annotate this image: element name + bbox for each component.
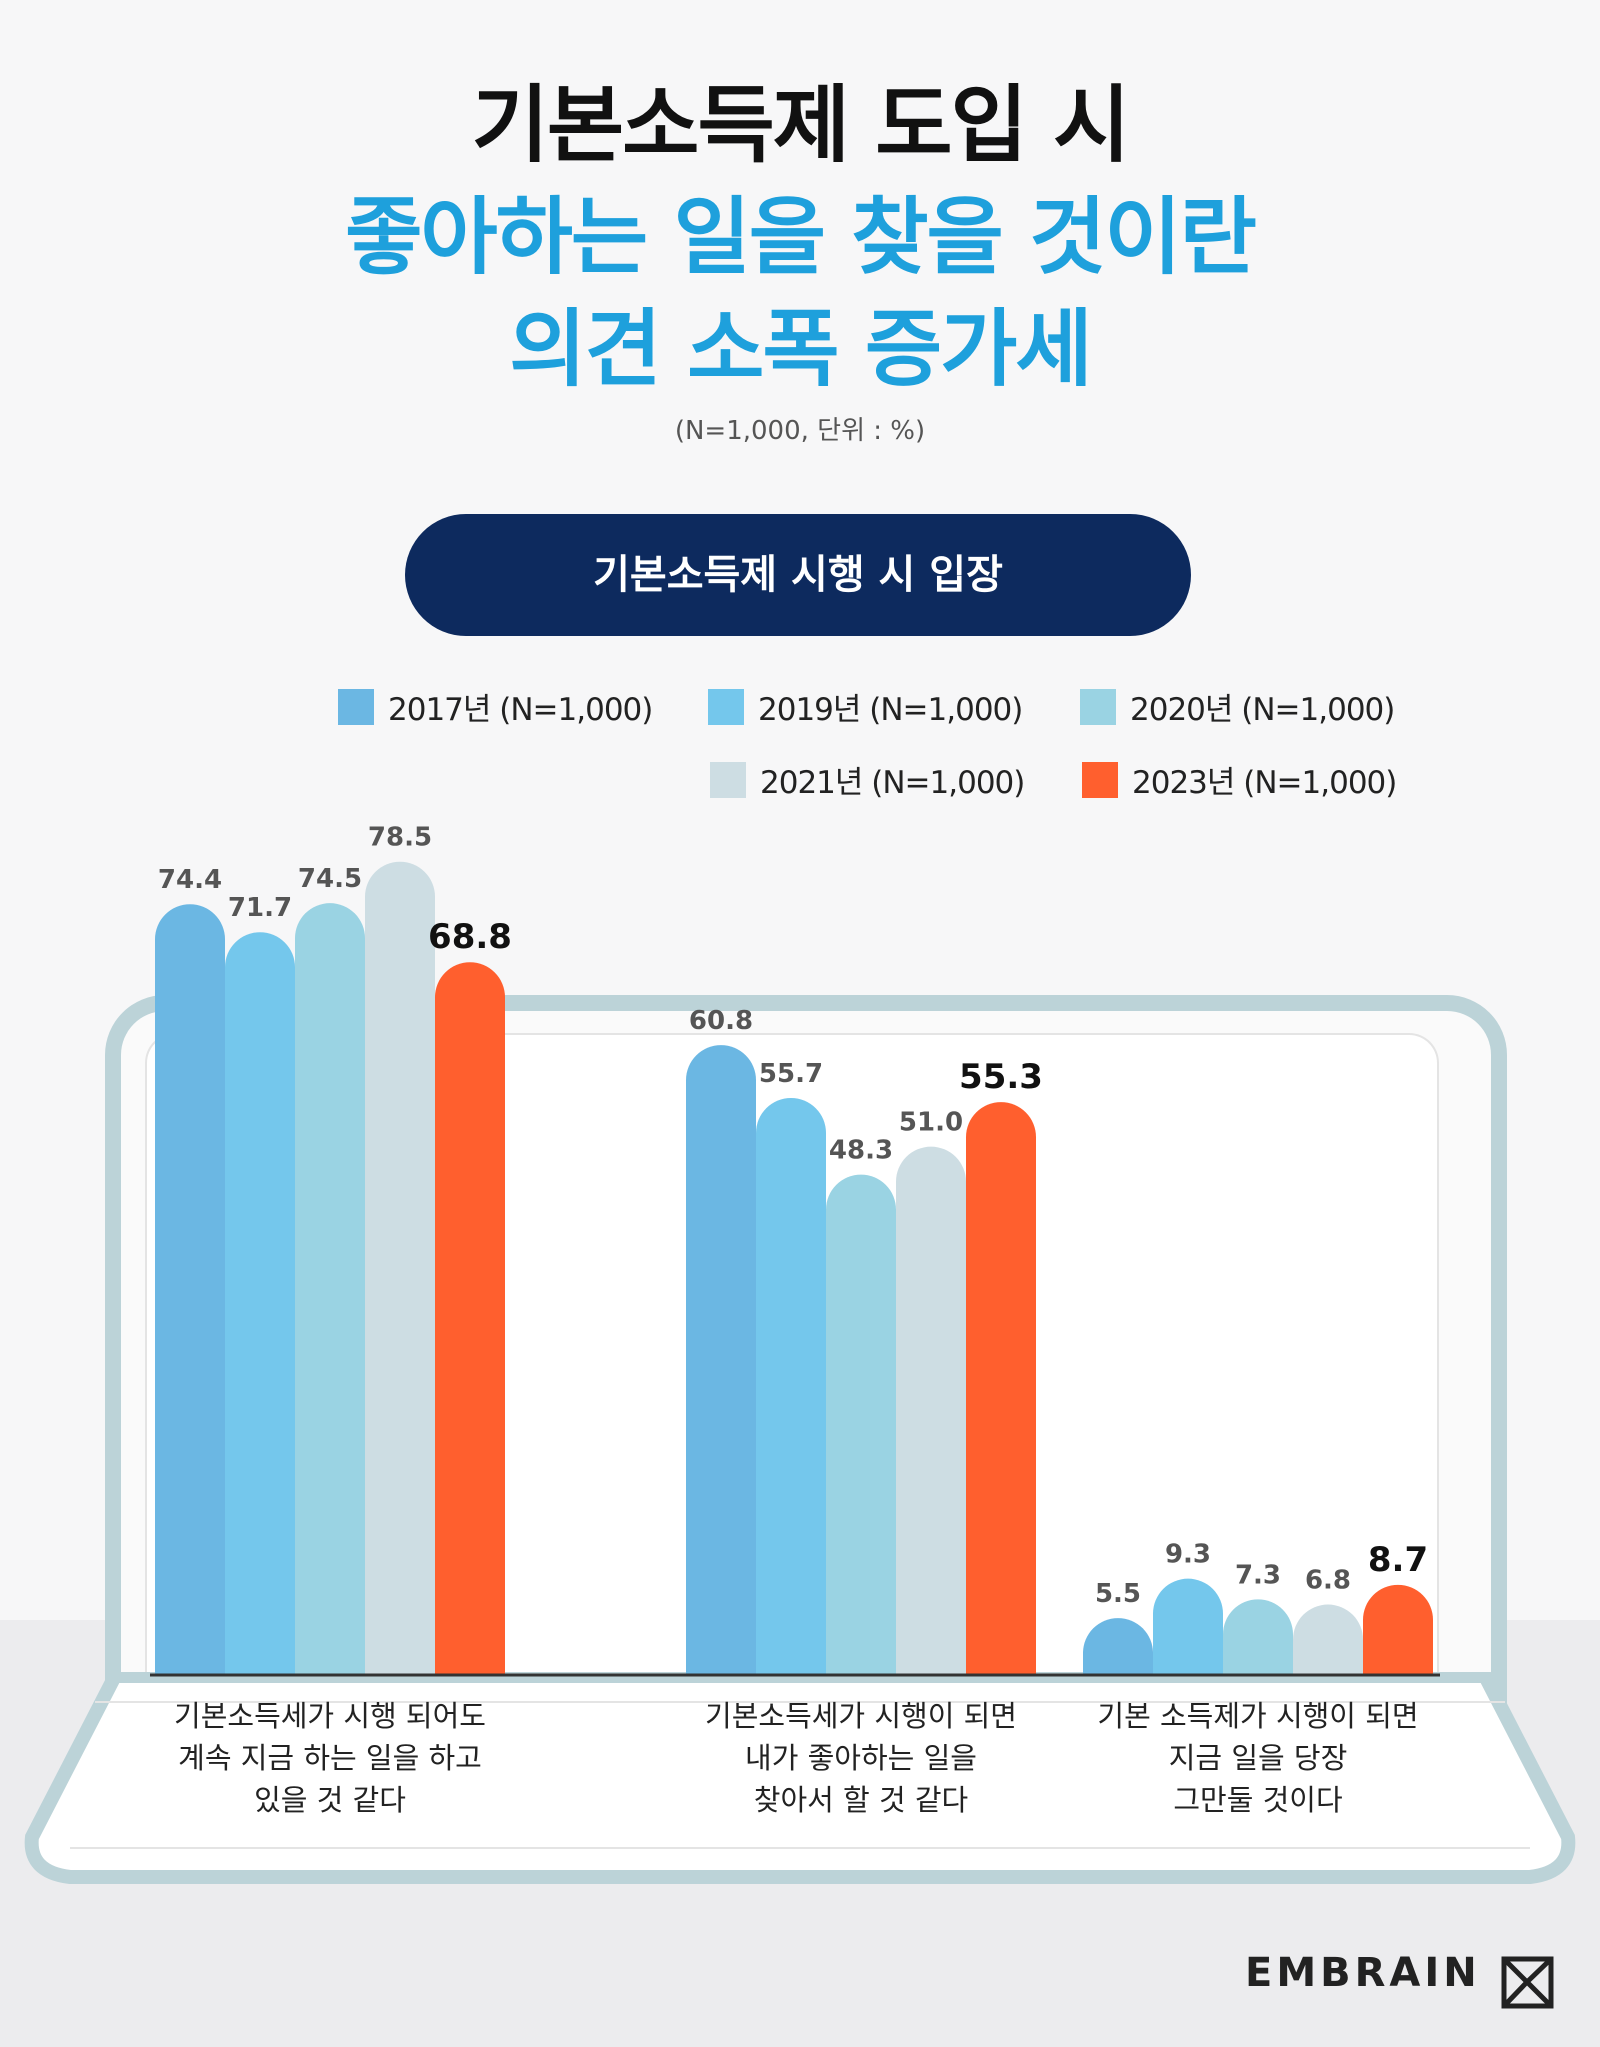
bar-2-2 (1223, 1599, 1293, 1675)
legend-swatch-2017 (338, 688, 374, 725)
unit-note: (N=1,000, 단위 : %) (674, 416, 926, 446)
bar-2-1 (1153, 1578, 1223, 1675)
legend-item-2023: 2023년 (N=1,000) (1082, 757, 1397, 802)
bar-2-4 (1363, 1584, 1433, 1675)
value-label-2-4: 8.7 (1368, 1540, 1428, 1580)
legend-item-2019: 2019년 (N=1,000) (708, 684, 1023, 729)
category-label-2-line-0: 기본 소득제가 시행이 되면 (1097, 1699, 1418, 1733)
value-label-1-1: 55.7 (759, 1059, 823, 1089)
value-label-0-3: 78.5 (368, 823, 432, 853)
value-label-1-0: 60.8 (689, 1006, 753, 1036)
bar-0-4 (435, 962, 505, 1675)
bar-0-2 (295, 903, 365, 1675)
legend-swatch-2019 (708, 688, 744, 725)
brand-logo-icon (1501, 1956, 1554, 2009)
category-label-2-line-1: 지금 일을 당장 (1169, 1741, 1348, 1775)
value-label-2-3: 6.8 (1305, 1566, 1351, 1596)
value-label-2-1: 9.3 (1165, 1540, 1211, 1570)
legend-swatch-2020 (1080, 688, 1116, 725)
legend-swatch-2021 (710, 761, 746, 798)
category-label-1-line-2: 찾아서 할 것 같다 (754, 1783, 968, 1817)
legend-label-2020: 2020년 (N=1,000) (1130, 692, 1395, 728)
bar-2-0 (1083, 1618, 1153, 1675)
category-label-1-line-0: 기본소득세가 시행이 되면 (705, 1699, 1017, 1733)
bar-0-0 (155, 904, 225, 1675)
category-label-2-line-2: 그만둘 것이다 (1173, 1783, 1342, 1817)
category-label-0-line-1: 계속 지금 하는 일을 하고 (178, 1741, 482, 1775)
bar-1-3 (896, 1146, 966, 1675)
legend-label-2021: 2021년 (N=1,000) (760, 765, 1025, 801)
value-label-0-4: 68.8 (428, 917, 512, 957)
title-line-2: 좋아하는 일을 찾을 것이란 (345, 188, 1257, 286)
value-label-1-4: 55.3 (959, 1057, 1043, 1097)
legend-label-2019: 2019년 (N=1,000) (758, 692, 1023, 728)
bar-1-0 (686, 1045, 756, 1675)
legend-item-2017: 2017년 (N=1,000) (338, 684, 653, 729)
value-label-0-2: 74.5 (298, 864, 362, 894)
legend-label-2017: 2017년 (N=1,000) (388, 692, 653, 728)
value-label-0-0: 74.4 (158, 865, 222, 895)
category-label-0-line-0: 기본소득세가 시행 되어도 (174, 1699, 486, 1733)
title-line-3: 의견 소폭 증가세 (509, 300, 1092, 398)
legend-label-2023: 2023년 (N=1,000) (1132, 765, 1397, 801)
category-label-0-line-2: 있을 것 같다 (254, 1783, 406, 1817)
value-label-2-2: 7.3 (1235, 1560, 1281, 1590)
chart-title-pill: 기본소득제 시행 시 입장 (405, 514, 1191, 636)
legend-item-2020: 2020년 (N=1,000) (1080, 684, 1395, 729)
value-label-1-2: 48.3 (829, 1136, 893, 1166)
bar-1-2 (826, 1174, 896, 1675)
value-label-2-0: 5.5 (1095, 1579, 1141, 1609)
bar-1-4 (966, 1102, 1036, 1675)
value-label-1-3: 51.0 (899, 1108, 963, 1138)
bar-1-1 (756, 1097, 826, 1675)
legend-swatch-2023 (1082, 761, 1118, 798)
title-line-1: 기본소득제 도입 시 (471, 76, 1131, 174)
value-label-0-1: 71.7 (228, 893, 292, 923)
bar-0-1 (225, 932, 295, 1675)
laptop-keyboard-base (24, 1672, 1576, 1884)
category-label-1-line-1: 내가 좋아하는 일을 (745, 1741, 977, 1775)
brand-logo-text: EMBRAIN (1245, 1950, 1481, 1996)
bar-2-3 (1293, 1604, 1363, 1675)
legend-item-2021: 2021년 (N=1,000) (710, 757, 1025, 802)
bar-0-3 (365, 861, 435, 1675)
